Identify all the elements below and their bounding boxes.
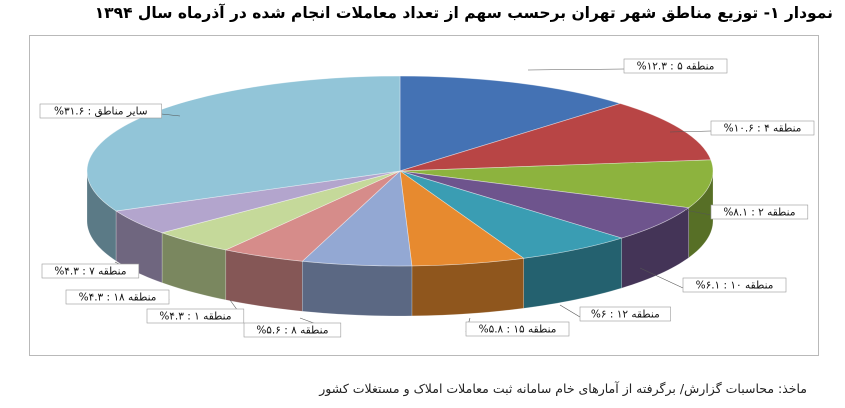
- slice-label-text: منطقه ۱ : ۴.۳%: [159, 311, 231, 323]
- pie-side-7: [411, 257, 524, 317]
- leader-line: [527, 68, 625, 71]
- chart-title: نمودار ۱- توزیع مناطق شهر تهران برحسب سه…: [94, 4, 833, 22]
- label-box: [65, 289, 170, 305]
- slice-label-3: منطقه ۱۰ : ۶.۱%: [639, 267, 787, 293]
- label-box: [710, 120, 815, 136]
- slice-label-text: سایر مناطق : ۳۱.۶%: [54, 106, 148, 118]
- slice-label-text: منطقه ۷ : ۴.۳%: [54, 266, 126, 278]
- label-box: [146, 308, 245, 324]
- label-box: [41, 263, 140, 279]
- leader-line: [639, 267, 684, 289]
- slice-label-text: منطقه ۲ : ۸.۱%: [723, 207, 795, 219]
- slice-label-10: سایر مناطق : ۳۱.۶%: [39, 103, 181, 119]
- label-box: [623, 58, 728, 74]
- label-box: [243, 322, 342, 338]
- slice-label-5: منطقه ۱۵ : ۵.۸%: [465, 317, 570, 337]
- slice-label-text: منطقه ۱۵ : ۵.۸%: [479, 324, 557, 336]
- label-box: [39, 103, 162, 119]
- slice-label-text: منطقه ۴ : ۱۰.۶%: [724, 123, 802, 135]
- label-box: [682, 277, 787, 293]
- slice-label-7: منطقه ۱ : ۴.۳%: [146, 299, 245, 324]
- leader-line: [559, 304, 581, 318]
- pie-slice-3: [399, 170, 690, 239]
- slice-label-text: منطقه ۱۸ : ۴.۳%: [79, 292, 157, 304]
- pie-slice-4: [399, 170, 623, 259]
- leader-line: [669, 130, 712, 133]
- pie-slice-2: [399, 159, 714, 209]
- pie-slice-1: [399, 103, 712, 172]
- leader-line: [684, 209, 712, 216]
- slice-label-8: منطقه ۱۸ : ۴.۳%: [65, 289, 170, 305]
- pie-slice-0: [399, 75, 622, 172]
- label-box: [579, 306, 671, 322]
- chart-frame: [29, 35, 819, 356]
- slice-label-text: منطقه ۱۰ : ۶.۱%: [696, 280, 774, 292]
- pie-side-8: [302, 260, 413, 317]
- slice-label-text: منطقه ۸ : ۵.۶%: [256, 325, 328, 337]
- slice-label-6: منطقه ۸ : ۵.۶%: [243, 317, 342, 338]
- pie-slice-10: [86, 75, 401, 212]
- slice-label-text: منطقه ۱۲ : ۶%: [591, 309, 660, 321]
- slice-label-2: منطقه ۲ : ۸.۱%: [684, 204, 809, 220]
- label-box: [465, 321, 570, 337]
- slice-label-0: منطقه ۵ : ۱۲.۳%: [527, 58, 728, 74]
- label-box: [710, 204, 809, 220]
- source-note: ماخذ: محاسبات گزارش/ برگرفته از آمارهای …: [319, 381, 807, 396]
- slice-label-text: منطقه ۵ : ۱۲.۳%: [637, 61, 715, 73]
- slice-label-9: منطقه ۷ : ۴.۳%: [41, 261, 140, 279]
- slice-label-4: منطقه ۱۲ : ۶%: [559, 304, 671, 322]
- leader-line: [161, 113, 181, 117]
- slice-label-1: منطقه ۴ : ۱۰.۶%: [669, 120, 815, 136]
